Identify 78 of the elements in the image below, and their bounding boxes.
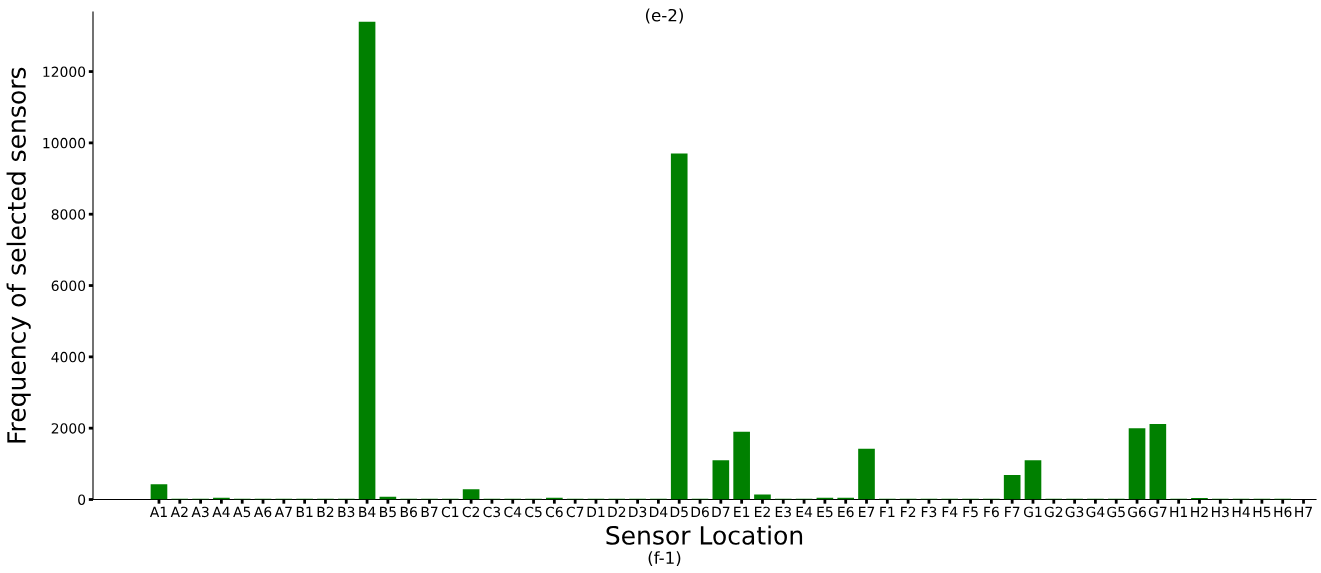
x-tick-label: B5 bbox=[380, 506, 396, 518]
x-tick-label: C1 bbox=[441, 506, 459, 518]
x-tick-label: H5 bbox=[1253, 506, 1271, 518]
x-tick-label: B1 bbox=[296, 506, 313, 517]
x-tick-label: F2 bbox=[901, 506, 916, 517]
bar bbox=[358, 21, 376, 500]
y-tick-label: 12000 bbox=[43, 66, 86, 78]
x-tick-label: G1 bbox=[1023, 506, 1042, 518]
x-axis-title: Sensor Location bbox=[606, 525, 803, 545]
x-tick-label: D4 bbox=[650, 506, 668, 517]
bar bbox=[1003, 474, 1021, 500]
x-tick-label: H6 bbox=[1274, 506, 1292, 518]
x-tick-label: E3 bbox=[775, 506, 791, 518]
x-tick-label: E1 bbox=[734, 506, 750, 517]
x-tick-label: G6 bbox=[1128, 506, 1146, 518]
x-tick-label: E7 bbox=[859, 506, 875, 517]
bar bbox=[858, 448, 875, 500]
x-tick-label: B3 bbox=[338, 506, 355, 518]
x-tick-label: F4 bbox=[942, 506, 958, 517]
y-tick-label: 4000 bbox=[51, 351, 86, 363]
x-tick-label: D7 bbox=[712, 506, 730, 517]
x-tick-label: D3 bbox=[629, 506, 647, 518]
y-tick-label: 6000 bbox=[51, 280, 86, 291]
x-tick-label: G5 bbox=[1107, 506, 1125, 518]
x-tick-label: F6 bbox=[984, 506, 999, 518]
x-tick-label: A7 bbox=[274, 506, 292, 517]
x-tick-label: D6 bbox=[691, 506, 709, 518]
x-tick-label: C6 bbox=[545, 506, 563, 518]
x-tick-label: E5 bbox=[817, 506, 833, 518]
bar bbox=[462, 489, 480, 500]
bar bbox=[1024, 460, 1042, 500]
x-tick-label: D5 bbox=[670, 506, 688, 518]
bar bbox=[1149, 423, 1167, 500]
x-tick-label: H4 bbox=[1232, 506, 1250, 517]
bar bbox=[670, 153, 688, 500]
x-tick-label: G7 bbox=[1148, 506, 1167, 518]
x-tick-label: E2 bbox=[755, 506, 770, 517]
x-tick-label: H1 bbox=[1170, 506, 1188, 517]
bar bbox=[1128, 428, 1146, 500]
x-tick-label: C2 bbox=[462, 506, 479, 518]
y-tick-label: 0 bbox=[78, 494, 86, 505]
x-tick-label: G3 bbox=[1065, 506, 1084, 518]
x-tick-label: E6 bbox=[838, 506, 854, 518]
x-tick-label: D1 bbox=[587, 506, 605, 517]
x-tick-label: B2 bbox=[317, 506, 334, 517]
x-tick-label: A1 bbox=[149, 506, 167, 517]
y-tick-label: 8000 bbox=[51, 209, 86, 220]
x-tick-label: F5 bbox=[963, 506, 978, 518]
x-tick-label: B7 bbox=[421, 506, 438, 517]
x-tick-label: F1 bbox=[880, 506, 895, 517]
x-tick-label: A3 bbox=[191, 506, 209, 518]
y-tick-label: 2000 bbox=[51, 423, 86, 434]
x-tick-label: B4 bbox=[359, 506, 376, 517]
bar bbox=[733, 431, 750, 500]
x-tick-label: D2 bbox=[608, 506, 626, 517]
x-tick-label: G4 bbox=[1086, 506, 1105, 518]
y-axis-title: Frequency of selected sensors bbox=[6, 67, 31, 443]
x-tick-label: A5 bbox=[233, 506, 251, 518]
x-tick-label: C5 bbox=[525, 506, 542, 518]
x-tick-label: A2 bbox=[170, 506, 188, 517]
x-tick-label: E4 bbox=[796, 506, 813, 517]
bar bbox=[150, 484, 168, 500]
bar bbox=[712, 460, 730, 500]
x-tick-label: H7 bbox=[1295, 506, 1312, 517]
x-tick-label: G2 bbox=[1044, 506, 1063, 518]
x-tick-label: H3 bbox=[1212, 506, 1229, 518]
x-tick-label: H2 bbox=[1191, 506, 1208, 517]
x-tick-label: C7 bbox=[566, 506, 584, 518]
x-tick-label: C3 bbox=[483, 506, 501, 518]
x-tick-label: A6 bbox=[253, 506, 272, 518]
x-tick-label: A4 bbox=[212, 506, 230, 517]
x-tick-label: F7 bbox=[1005, 506, 1020, 517]
y-tick-label: 10000 bbox=[43, 137, 86, 149]
x-tick-label: F3 bbox=[921, 506, 937, 518]
annotation: (e-2) bbox=[645, 8, 683, 24]
text: (f-1) bbox=[648, 551, 681, 566]
x-tick-label: C4 bbox=[504, 506, 522, 518]
x-tick-label: B6 bbox=[400, 506, 417, 518]
